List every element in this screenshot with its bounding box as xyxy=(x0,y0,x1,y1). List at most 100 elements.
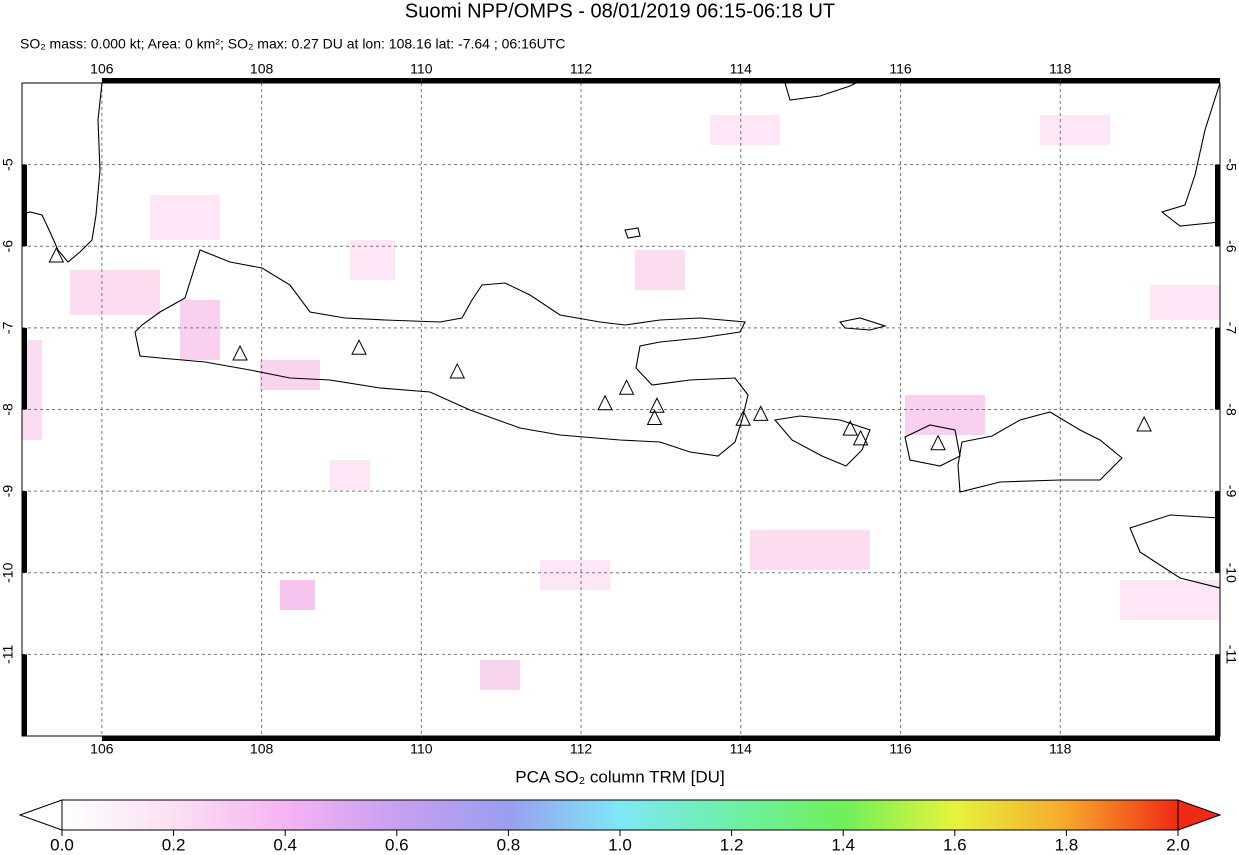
frame-bar xyxy=(421,78,582,83)
colorbar-tick-label: 1.6 xyxy=(943,835,967,854)
volcano xyxy=(618,379,635,395)
y-tick-label-left: -10 xyxy=(0,562,16,582)
frame-bar xyxy=(1060,736,1220,741)
coastline-kalimantan xyxy=(784,83,857,101)
coastline-sulawesi xyxy=(1160,83,1220,227)
so2-cell xyxy=(540,560,610,590)
so2-cells xyxy=(22,115,1220,690)
volcano xyxy=(597,394,613,411)
frame-bar xyxy=(261,736,422,741)
so2-cell xyxy=(710,115,780,145)
x-tick-label-top: 112 xyxy=(570,61,593,77)
colorbar-tick-label: 0.0 xyxy=(50,835,74,854)
y-tick-label-left: -6 xyxy=(0,240,16,253)
frame-bar xyxy=(1215,654,1220,736)
frame-bar xyxy=(900,78,1061,83)
coastline-karimunjawa xyxy=(624,227,641,239)
frame-bar xyxy=(581,736,741,741)
so2-cell xyxy=(905,395,985,435)
so2-cell xyxy=(70,270,160,315)
x-tick-label-top: 116 xyxy=(889,61,912,77)
frame-bar xyxy=(900,736,1061,741)
y-tick-label-right: -11 xyxy=(1223,645,1239,664)
coastline-sumatra xyxy=(22,83,103,263)
volcano xyxy=(649,397,665,413)
y-tick-label-right: -10 xyxy=(1223,563,1239,583)
coastline-bali xyxy=(773,415,871,467)
colorbar-tick-label: 0.8 xyxy=(497,835,521,854)
frame-bar xyxy=(261,78,422,83)
frame-bar xyxy=(22,327,27,410)
volcano xyxy=(351,339,367,355)
colorbar xyxy=(61,799,1179,831)
frame-bar xyxy=(1215,164,1220,247)
y-tick-label-right: -8 xyxy=(1223,403,1239,416)
grid xyxy=(22,83,1220,736)
x-tick-label-bottom: 108 xyxy=(250,741,274,757)
title: Suomi NPP/OMPS - 08/01/2019 06:15-06:18 … xyxy=(405,0,835,22)
x-tick-label-top: 108 xyxy=(250,61,274,77)
colorbar-tick-label: 1.4 xyxy=(831,835,855,854)
subtitle: SO₂ mass: 0.000 kt; Area: 0 km²; SO₂ max… xyxy=(20,36,565,52)
frame-bar xyxy=(740,736,901,741)
volcano xyxy=(449,362,466,379)
colorbar-tick-label: 0.4 xyxy=(273,835,297,854)
so2-cell xyxy=(330,460,370,490)
y-tick-label-right: -5 xyxy=(1223,158,1239,171)
y-tick-label-left: -9 xyxy=(0,485,16,498)
frame-bar xyxy=(1215,327,1220,410)
so2-cell xyxy=(750,530,870,570)
so2-cell xyxy=(1150,285,1220,320)
so2-cell xyxy=(260,360,320,390)
volcano xyxy=(646,409,663,425)
frame-bar xyxy=(22,491,27,573)
axis-labels: 106 106 108 108 110 110 112 112 114 114 116 116 118 1… xyxy=(0,61,1239,757)
x-tick-label-top: 110 xyxy=(410,61,433,77)
x-tick-label-top: 118 xyxy=(1049,61,1072,77)
so2-cell xyxy=(280,580,315,610)
coastlines xyxy=(22,83,1220,589)
frame-bar xyxy=(101,78,262,83)
colorbar-tick-label: 2.0 xyxy=(1166,835,1190,854)
x-tick-label-top: 114 xyxy=(730,61,753,77)
colorbar-tick-label: 1.8 xyxy=(1055,835,1079,854)
so2-cell xyxy=(635,250,685,290)
frame-bar xyxy=(1215,491,1220,573)
coastline-sumba xyxy=(1129,514,1220,589)
so2-cell xyxy=(150,195,220,240)
frame-bar xyxy=(22,164,27,247)
volcano xyxy=(852,429,869,446)
coastline-java xyxy=(134,249,749,457)
colorbar-under xyxy=(18,799,63,831)
volcanoes xyxy=(48,246,1152,451)
colorbar-ticks: 0.0 0.2 0.4 0.6 0.8 1.0 1.2 1.4 1.6 1.8 2.0 xyxy=(50,830,1190,854)
volcano xyxy=(842,419,859,436)
colorbar-over xyxy=(1177,799,1222,831)
so2-cell xyxy=(480,660,520,690)
so2-cell xyxy=(1120,580,1220,620)
so2-cell xyxy=(1040,115,1110,145)
volcano xyxy=(752,405,769,421)
y-tick-label-left: -5 xyxy=(0,158,16,171)
x-tick-label-bottom: 112 xyxy=(570,741,593,757)
colorbar-tick-label: 1.0 xyxy=(608,835,632,854)
y-tick-label-right: -7 xyxy=(1223,322,1239,335)
volcano xyxy=(735,410,752,426)
volcano xyxy=(48,246,65,263)
x-tick-label-bottom: 110 xyxy=(410,741,433,757)
colorbar-tick-label: 0.2 xyxy=(162,835,186,854)
frame-bar xyxy=(101,736,262,741)
coastline-kangean xyxy=(838,317,887,331)
colorbar-label: PCA SO₂ column TRM [DU] xyxy=(515,767,724,786)
x-tick-label-bottom: 106 xyxy=(90,741,114,757)
map-area xyxy=(22,83,1220,736)
coastline-sumbawa xyxy=(957,411,1123,493)
volcano xyxy=(1136,415,1152,432)
volcano xyxy=(930,434,946,451)
y-tick-label-right: -6 xyxy=(1223,240,1239,253)
so2-cell xyxy=(180,300,220,360)
y-tick-label-left: -11 xyxy=(0,645,16,664)
x-tick-label-bottom: 116 xyxy=(889,741,912,757)
frame-scale xyxy=(22,78,1220,741)
